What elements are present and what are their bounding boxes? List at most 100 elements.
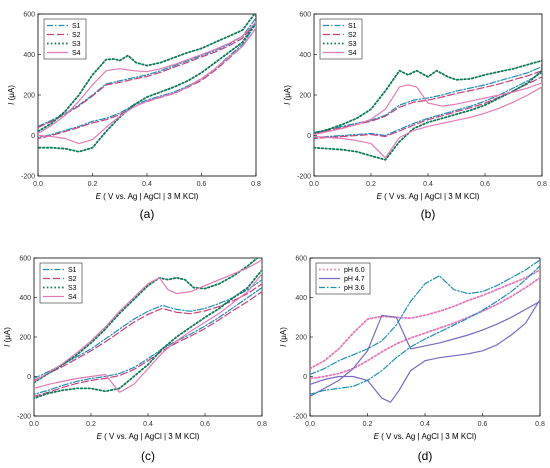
- legend-entry: pH 6.0: [344, 267, 365, 274]
- legend-entry: S1: [72, 23, 81, 30]
- series-line-s4: [34, 259, 262, 393]
- x-tick-label: 0.8: [535, 421, 545, 428]
- y-tick-label: 600: [295, 256, 307, 263]
- legend-entry: S2: [72, 32, 81, 39]
- series-line-ph-4-7: [310, 298, 540, 403]
- x-axis-label-symbol: E: [96, 192, 102, 201]
- y-axis-label: I (μA): [283, 85, 292, 105]
- x-tick-label: 0.8: [257, 421, 267, 428]
- x-tick-label: 0.2: [86, 421, 96, 428]
- y-axis-label: I (μA): [279, 327, 288, 347]
- x-tick-label: 0.2: [366, 181, 376, 188]
- legend-entry: pH 4.7: [344, 276, 365, 283]
- x-tick-label: 0.0: [33, 181, 43, 188]
- x-tick-label: 0.4: [420, 421, 430, 428]
- series-line-ph-3-6: [310, 259, 540, 395]
- series-line-s1: [34, 279, 262, 395]
- x-tick-label: 0.4: [142, 181, 152, 188]
- y-tick-label: 600: [299, 12, 311, 19]
- panel-label: (a): [140, 207, 155, 221]
- y-tick-label: -200: [293, 414, 307, 421]
- x-tick-label: 0.2: [363, 421, 373, 428]
- y-axis-label: I (μA): [3, 327, 12, 347]
- y-tick-label: 400: [299, 52, 311, 59]
- x-axis-label-symbol: E: [374, 432, 380, 441]
- chart-panel-2: -200 0 200 400 600 0.0 0.2 0.4 0.6 0.8 E ( V vs. A…: [3, 256, 267, 464]
- legend-entry: pH 3.6: [344, 285, 365, 292]
- y-tick-label: 600: [23, 12, 35, 19]
- x-tick-label: 0.8: [537, 181, 547, 188]
- x-axis-label-unit: ( V vs. Ag | AgCl | 3 M KCl): [379, 432, 477, 441]
- series-line-s3: [38, 14, 256, 153]
- y-tick-label: 0: [31, 133, 35, 140]
- panel-label: (b): [421, 207, 436, 221]
- y-axis-label-symbol: I: [3, 344, 12, 347]
- series-line-s2: [34, 283, 262, 397]
- x-axis-label: E ( V vs. Ag | AgCl | 3 M KCl): [374, 432, 477, 441]
- x-axis-label-unit: ( V vs. Ag | AgCl | 3 M KCl): [101, 192, 199, 201]
- x-tick-label: 0.6: [478, 421, 488, 428]
- y-tick-label: 400: [295, 295, 307, 302]
- x-axis-label-unit: ( V vs. Ag | AgCl | 3 M KCl): [102, 432, 200, 441]
- legend-entry: S3: [72, 41, 81, 48]
- x-tick-label: 0.0: [309, 181, 319, 188]
- series-line-s4: [314, 82, 542, 159]
- y-axis-label: I (μA): [7, 85, 16, 105]
- y-tick-label: 400: [19, 295, 31, 302]
- x-axis-label: E ( V vs. Ag | AgCl | 3 M KCl): [97, 432, 200, 441]
- series-line-s4: [38, 21, 256, 145]
- x-tick-label: 0.4: [143, 421, 153, 428]
- panel-label: (d): [418, 449, 433, 463]
- y-axis-label-unit: (μA): [283, 85, 292, 103]
- legend-entry: S4: [72, 50, 81, 57]
- y-axis-label-symbol: I: [279, 344, 288, 347]
- y-tick-label: 200: [295, 335, 307, 342]
- y-tick-label: 200: [23, 93, 35, 100]
- chart-panel-3: -200 0 200 400 600 0.0 0.2 0.4 0.6 0.8 E ( V vs. A…: [279, 256, 545, 464]
- x-tick-label: 0.4: [423, 181, 433, 188]
- legend-entry: S2: [348, 32, 357, 39]
- panel-label: (c): [141, 449, 155, 463]
- y-tick-label: -200: [17, 414, 31, 421]
- series-line-s1: [38, 17, 256, 139]
- legend-entry: S4: [348, 50, 357, 57]
- y-tick-label: -200: [297, 174, 311, 181]
- legend-entry: S2: [68, 276, 77, 283]
- y-tick-label: -200: [21, 174, 35, 181]
- x-axis-label-symbol: E: [97, 432, 103, 441]
- x-tick-label: 0.2: [88, 181, 98, 188]
- y-axis-label-unit: (μA): [3, 327, 12, 345]
- y-tick-label: 0: [303, 374, 307, 381]
- legend-entry: S4: [68, 294, 77, 301]
- y-axis-label-symbol: I: [7, 102, 16, 105]
- x-axis-label-symbol: E: [377, 192, 383, 201]
- x-tick-label: 0.6: [197, 181, 207, 188]
- legend-entry: S3: [68, 285, 77, 292]
- x-tick-label: 0.8: [251, 181, 261, 188]
- series-line-s3: [34, 258, 262, 400]
- y-axis-label-unit: (μA): [279, 327, 288, 345]
- x-tick-label: 0.0: [29, 421, 39, 428]
- x-tick-label: 0.6: [200, 421, 210, 428]
- x-axis-label: E ( V vs. Ag | AgCl | 3 M KCl): [377, 192, 480, 201]
- series-line-s3: [314, 59, 542, 161]
- chart-panel-1: -200 0 200 400 600 0.0 0.2 0.4 0.6 0.8 E ( V vs. A…: [283, 12, 547, 222]
- series-line-s1: [314, 65, 542, 139]
- y-tick-label: 400: [23, 52, 35, 59]
- y-tick-label: 200: [19, 335, 31, 342]
- y-tick-label: 0: [27, 374, 31, 381]
- x-axis-label: E ( V vs. Ag | AgCl | 3 M KCl): [96, 192, 199, 201]
- y-tick-label: 0: [307, 133, 311, 140]
- legend-entry: S3: [348, 41, 357, 48]
- x-axis-label-unit: ( V vs. Ag | AgCl | 3 M KCl): [382, 192, 480, 201]
- y-tick-label: 200: [299, 93, 311, 100]
- y-axis-label-symbol: I: [283, 102, 292, 105]
- series-line-s2: [38, 21, 256, 140]
- chart-panel-0: -200 0 200 400 600 0.0 0.2 0.4 0.6 0.8 E ( V vs. A…: [7, 12, 261, 222]
- y-axis-label-unit: (μA): [7, 85, 16, 103]
- series-line-s2: [314, 70, 542, 140]
- x-tick-label: 0.0: [305, 421, 315, 428]
- legend-entry: S1: [348, 23, 357, 30]
- x-tick-label: 0.6: [480, 181, 490, 188]
